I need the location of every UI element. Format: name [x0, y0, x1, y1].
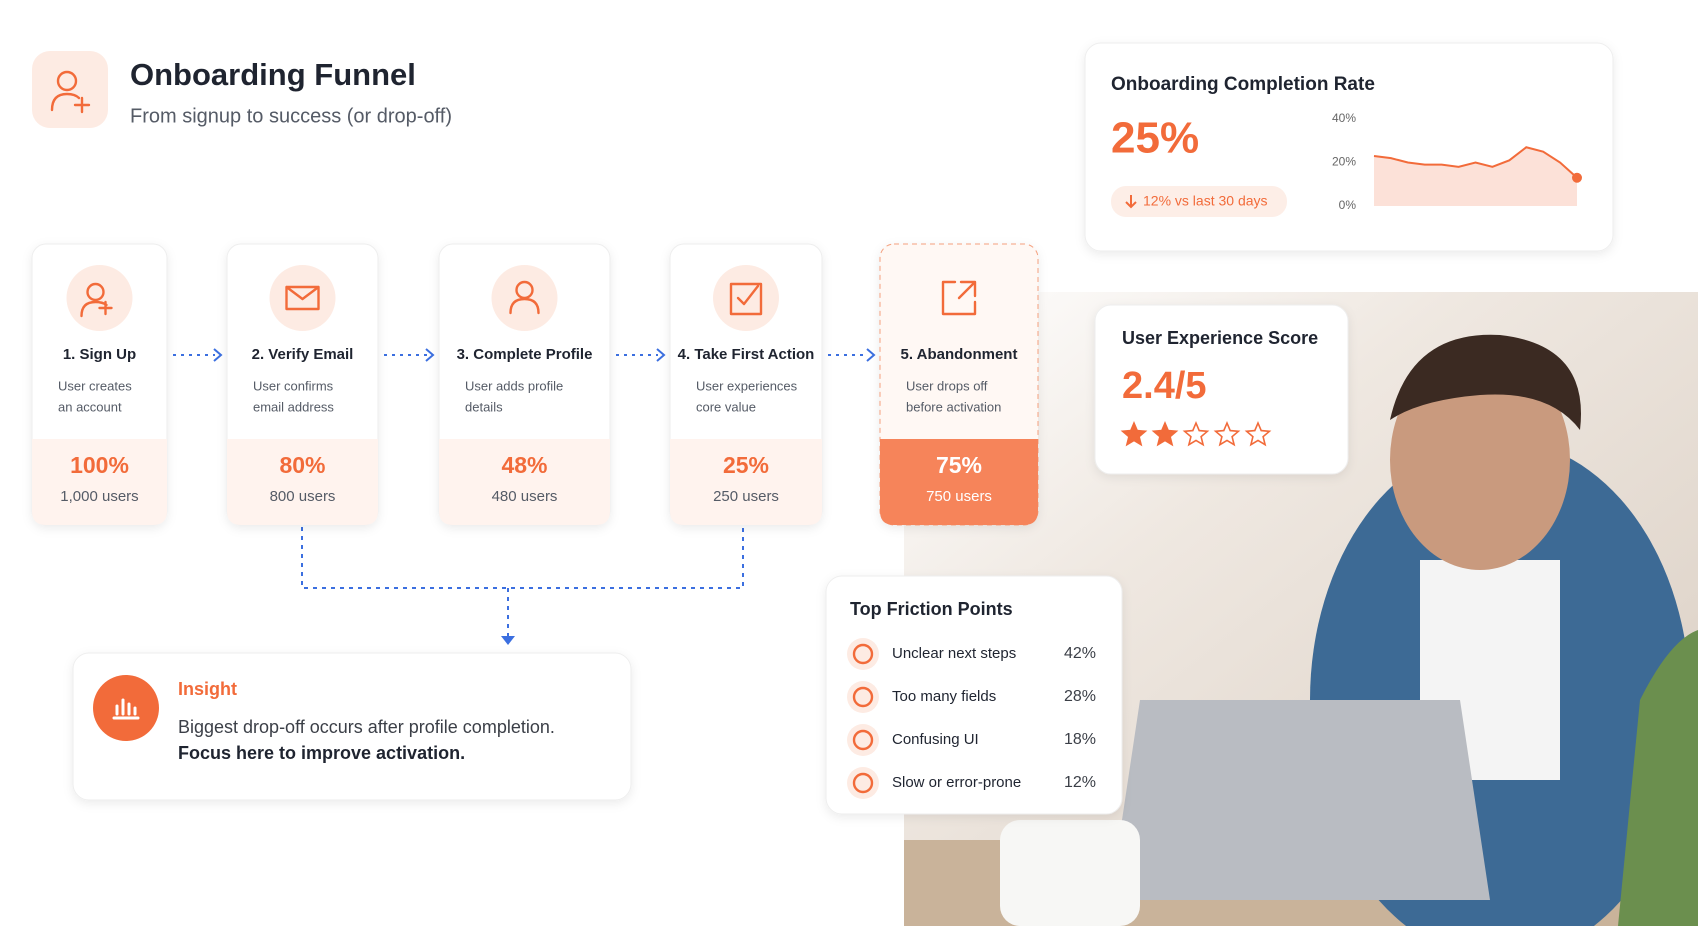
step-desc: details — [465, 399, 503, 414]
step-users: 800 users — [270, 488, 336, 505]
connector-arrow — [501, 636, 515, 645]
step-percent: 48% — [501, 452, 547, 478]
step-icon — [729, 282, 763, 316]
friction-icon — [847, 638, 879, 670]
insight-text: Biggest drop-off occurs after profile co… — [178, 717, 555, 737]
star — [1244, 420, 1272, 447]
friction-value: 42% — [1064, 645, 1096, 662]
insight-label: Insight — [178, 679, 237, 699]
friction-icon-ring — [852, 686, 874, 708]
step-icon-bg — [713, 265, 779, 331]
y-tick-label: 40% — [1332, 111, 1356, 125]
step-bottom — [439, 439, 610, 525]
sparkline — [1373, 146, 1578, 179]
step-arrow-head — [866, 348, 876, 362]
star — [1182, 420, 1210, 447]
change-arrow — [1125, 195, 1137, 209]
insight-card — [72, 652, 632, 801]
friction-icon-ring — [852, 643, 874, 665]
step-label: 5. Abandonment — [901, 346, 1018, 363]
friction-label: Unclear next steps — [892, 645, 1016, 662]
friction-value: 12% — [1064, 774, 1096, 791]
step-arrow-head — [656, 348, 666, 362]
step-label: 4. Take First Action — [678, 346, 815, 363]
step-desc: an account — [58, 399, 122, 414]
friction-icon — [847, 767, 879, 799]
y-tick-label: 20% — [1332, 155, 1356, 169]
step-bottom — [227, 439, 378, 525]
sparkline-area — [1374, 147, 1577, 206]
friction-icon-ring — [852, 772, 874, 794]
step-arrow-head — [425, 348, 435, 362]
step-users: 250 users — [713, 488, 779, 505]
step-percent: 100% — [70, 452, 129, 478]
step-bottom — [880, 439, 1038, 525]
step-percent: 25% — [723, 452, 769, 478]
friction-value: 28% — [1064, 688, 1096, 705]
friction-title: Top Friction Points — [850, 599, 1013, 619]
subtitle: From signup to success (or drop-off) — [130, 105, 452, 127]
friction-label: Too many fields — [892, 688, 996, 705]
star — [1120, 420, 1148, 447]
friction-icon — [847, 681, 879, 713]
completion-change: 12% vs last 30 days — [1143, 193, 1268, 209]
step-desc: before activation — [906, 399, 1001, 414]
title: Onboarding Funnel — [130, 57, 416, 92]
friction-label: Confusing UI — [892, 731, 979, 748]
friction-value: 18% — [1064, 731, 1096, 748]
friction-icon — [847, 724, 879, 756]
star — [1213, 420, 1241, 447]
sparkline-end — [1572, 172, 1582, 183]
step-users: 1,000 users — [60, 488, 138, 505]
step-users: 480 users — [492, 488, 558, 505]
completion-value: 25% — [1111, 114, 1199, 163]
step-desc: User confirms — [253, 378, 334, 393]
step-label: 2. Verify Email — [252, 346, 354, 363]
step-desc: User drops off — [906, 378, 988, 393]
step-desc: User creates — [58, 378, 132, 393]
header-icon-glyph — [50, 70, 91, 114]
change-pill — [1111, 186, 1287, 217]
friction-icon-ring — [852, 729, 874, 751]
step-bottom — [32, 439, 167, 525]
ux-title: User Experience Score — [1122, 328, 1318, 348]
insight-icon — [93, 675, 159, 741]
step-icon — [285, 285, 320, 311]
step-label: 1. Sign Up — [63, 346, 136, 363]
step-bottom — [670, 439, 822, 525]
friction-label: Slow or error-prone — [892, 774, 1021, 791]
step-desc: email address — [253, 399, 334, 414]
completion-title: Onboarding Completion Rate — [1111, 74, 1375, 95]
step-icon — [80, 282, 113, 318]
insight-glyph — [112, 698, 140, 720]
star — [1151, 420, 1179, 447]
friction-card — [825, 575, 1123, 815]
step-icon — [509, 280, 540, 315]
step-icon — [941, 280, 977, 316]
step-arrow-head — [213, 348, 223, 362]
connector — [301, 527, 744, 636]
y-tick-label: 0% — [1339, 198, 1357, 212]
step-desc: core value — [696, 399, 756, 414]
ux-value: 2.4/5 — [1122, 365, 1207, 407]
step-desc: User experiences — [696, 378, 798, 393]
step-users: 750 users — [926, 488, 992, 505]
step-percent: 80% — [279, 452, 325, 478]
step-percent: 75% — [936, 452, 982, 478]
insight-bold: Focus here to improve activation. — [178, 743, 465, 763]
step-desc: User adds profile — [465, 378, 563, 393]
step-label: 3. Complete Profile — [457, 346, 593, 363]
